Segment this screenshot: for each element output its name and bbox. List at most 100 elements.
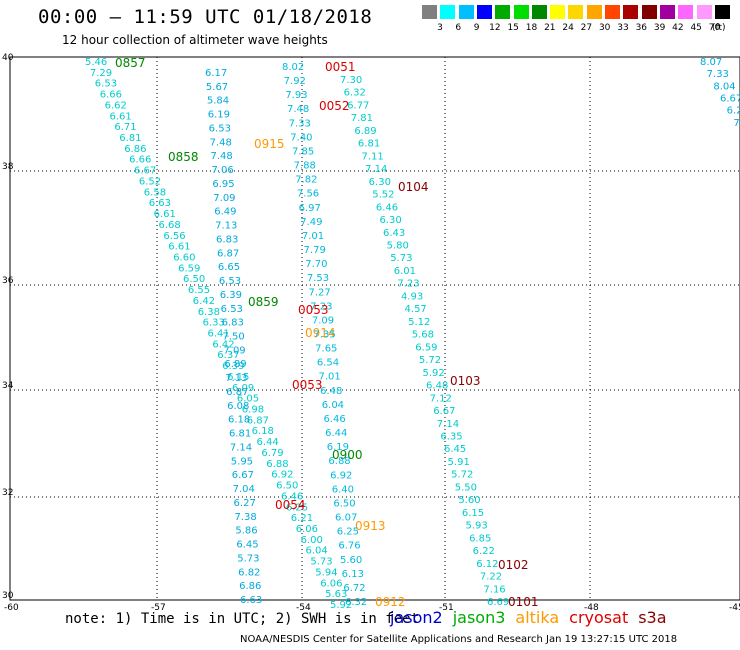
swh-value: 6.12 [476, 559, 498, 570]
swh-value: 6.61 [110, 111, 132, 122]
legend-swatch [440, 5, 456, 19]
legend-swatch [495, 5, 511, 19]
swh-value: 5.86 [235, 526, 257, 537]
swh-value: 7.14 [437, 419, 459, 430]
swh-value: 6.40 [332, 484, 354, 495]
swh-value: 6.18 [228, 415, 250, 426]
swh-value: 7.92 [284, 76, 306, 87]
lat-label: 32 [2, 488, 13, 498]
swh-value: 7.23 [310, 301, 332, 312]
legend-unit: (ft) [712, 23, 726, 33]
swh-value: 6.89 [224, 359, 246, 370]
swh-value: 6.50 [333, 498, 355, 509]
swh-value: 6.66 [100, 90, 122, 101]
track-time-label: 0102 [498, 558, 529, 572]
swh-value: 5.73 [390, 253, 412, 264]
swh-value: 5.94 [315, 567, 337, 578]
track-time-label: 0915 [254, 137, 285, 151]
swh-value: 6.69 [487, 597, 509, 608]
swh-value: 7.12 [430, 393, 452, 404]
swh-value: 6.45 [444, 444, 466, 455]
swh-value: 5.92 [422, 368, 444, 379]
map-subtitle: 12 hour collection of altimeter wave hei… [62, 33, 328, 47]
lon-label: -57 [151, 603, 166, 613]
swh-value: 6.38 [198, 307, 220, 318]
swh-value: 6.72 [343, 583, 365, 594]
swh-value: 4.57 [405, 304, 427, 315]
swh-value: 6.50 [276, 481, 298, 492]
track-time-label: 0053 [292, 378, 323, 392]
legend-label: 18 [525, 23, 538, 33]
swh-value: 6.81 [119, 133, 141, 144]
swh-value: 6.68 [159, 220, 181, 231]
swh-value: 6.71 [114, 122, 136, 133]
legend-label: 15 [507, 23, 519, 33]
swh-value: 5.95 [231, 456, 253, 467]
track-time-label: 0913 [355, 519, 386, 533]
legend-label: 33 [617, 23, 629, 33]
track-time-label: 0912 [375, 595, 406, 609]
swh-value: 7.01 [318, 372, 340, 383]
swh-value: 6.05 [237, 394, 259, 405]
swh-value: 6.01 [394, 266, 416, 277]
swh-value: 7.30 [340, 75, 362, 86]
track-time-label: 0052 [319, 99, 350, 113]
swh-value: 6.21 [291, 513, 313, 524]
satellite-key-jason2: jason2 [390, 608, 443, 627]
note-text: note: 1) Time is in UTC; 2) SWH is in fe… [65, 611, 420, 627]
legend-label: 6 [455, 23, 462, 33]
swh-value: 6.61 [154, 209, 176, 220]
swh-value: 6.53 [95, 79, 117, 90]
swh-value: 6.39 [220, 290, 242, 301]
credit-text: NOAA/NESDIS Center for Satellite Applica… [240, 634, 678, 645]
swh-value: 6.06 [320, 578, 342, 589]
swh-value: 6.92 [330, 470, 352, 481]
map-frame [9, 56, 740, 601]
swh-value: 8.02 [282, 62, 304, 73]
swh-value: 6.53 [221, 304, 243, 315]
swh-value: 6.79 [261, 448, 283, 459]
satellite-key-altika: altika [515, 608, 560, 627]
swh-value: 5.67 [206, 82, 228, 93]
swh-value: 6.44 [325, 428, 347, 439]
swh-value: 5.50 [455, 482, 477, 493]
swh-value: 6.13 [342, 569, 364, 580]
swh-value: 5.63 [325, 589, 347, 600]
swh-value: 5.84 [207, 96, 229, 107]
swh-value: 6.35 [440, 431, 462, 442]
swh-value: 5.80 [387, 241, 409, 252]
swh-value: 6.25 [337, 527, 359, 538]
legend-swatch [605, 5, 620, 19]
swh-value: 5.91 [448, 457, 470, 468]
swh-value: 6.76 [338, 541, 360, 552]
swh-value: 6.66 [129, 155, 151, 166]
swh-value: 6.29 [727, 106, 740, 117]
swh-value: 7.38 [234, 512, 256, 523]
track-time-label: 0857 [115, 56, 146, 70]
swh-value: 6.63 [240, 595, 262, 606]
swh-value: 7.13 [215, 221, 237, 232]
swh-value: 7.35 [314, 330, 336, 341]
swh-value: 6.92 [271, 470, 293, 481]
legend-swatch [476, 5, 492, 19]
swh-value: 7.22 [480, 572, 502, 583]
legend-swatch [550, 5, 566, 19]
swh-value: 6.56 [163, 231, 185, 242]
swh-value: 6.85 [469, 533, 491, 544]
swh-value: 6.25 [286, 502, 308, 513]
legend-swatch [714, 5, 730, 19]
swh-value: 6.82 [238, 567, 260, 578]
swh-value: 7.48 [211, 151, 233, 162]
satellite-key-s3a: s3a [638, 608, 667, 627]
swh-value: 6.87 [226, 387, 248, 398]
swh-value: 7.14 [365, 164, 387, 175]
swh-value: 6.67 [433, 406, 455, 417]
track-time-label: 0104 [398, 180, 429, 194]
lat-label: 40 [2, 53, 14, 63]
lat-label: 38 [2, 162, 14, 172]
swh-value: 6.59 [178, 263, 200, 274]
swh-value: 6.04 [322, 400, 344, 411]
swh-value: 6.87 [247, 415, 269, 426]
legend-label: 36 [635, 23, 648, 33]
